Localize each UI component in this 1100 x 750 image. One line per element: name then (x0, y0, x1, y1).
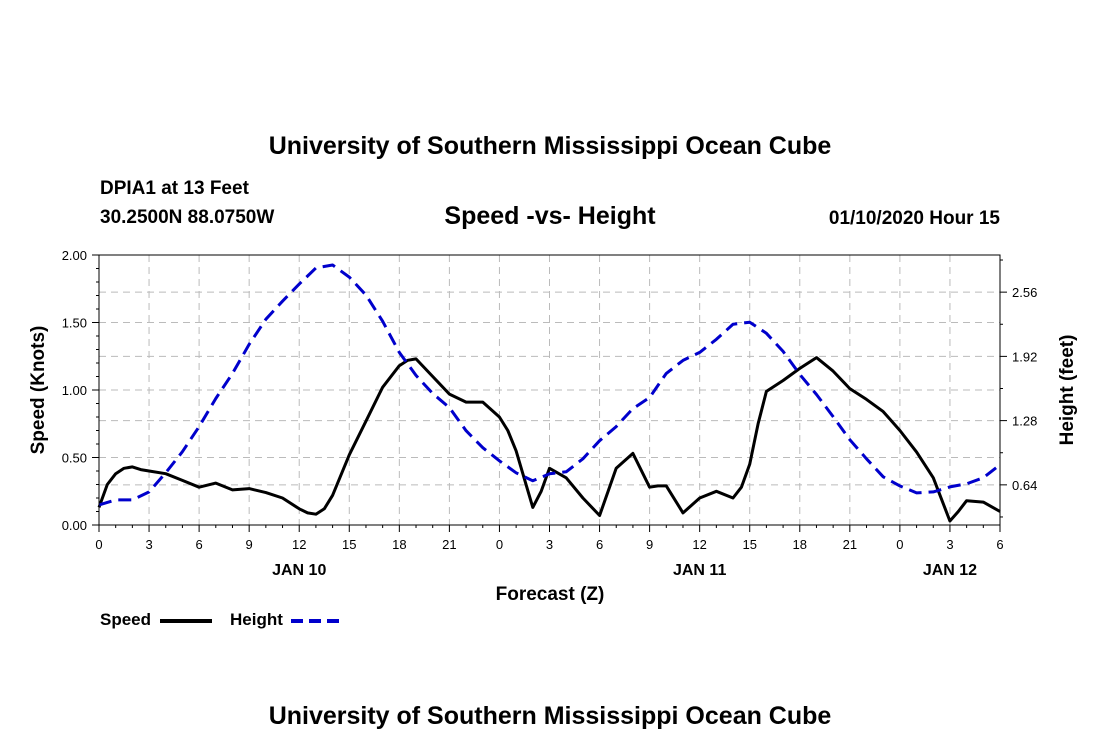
x-tick-label: 3 (546, 537, 553, 552)
station-label: DPIA1 at 13 Feet (100, 178, 250, 199)
y-tick-label: 0.50 (62, 451, 87, 466)
x-tick-label: 9 (246, 537, 253, 552)
x-tick-label: 12 (692, 537, 706, 552)
x-tick-label: 18 (392, 537, 406, 552)
x-tick-label: 0 (95, 537, 102, 552)
legend-label-speed: Speed (100, 610, 151, 629)
chart-title: Speed -vs- Height (444, 202, 656, 230)
legend-label-height: Height (230, 610, 283, 629)
x-tick-label: 21 (442, 537, 456, 552)
x-tick-label: 21 (843, 537, 857, 552)
y-tick-label: 1.50 (62, 316, 87, 331)
top-title: University of Southern Mississippi Ocean… (269, 132, 832, 160)
y2-tick-label: 0.64 (1012, 478, 1037, 493)
x-tick-label: 3 (946, 537, 953, 552)
x-tick-label: 0 (496, 537, 503, 552)
grid-lines (99, 255, 1000, 525)
bottom-title: University of Southern Mississippi Ocean… (269, 702, 832, 730)
series-line-height (98, 263, 1001, 507)
y2-tick-label: 1.28 (1012, 414, 1037, 429)
x-tick-label: 3 (145, 537, 152, 552)
x-tick-label: 6 (596, 537, 603, 552)
date-label: JAN 12 (923, 562, 977, 579)
x-tick-label: 6 (996, 537, 1003, 552)
y-tick-label: 0.00 (62, 518, 87, 533)
x-axis-title: Forecast (Z) (496, 584, 605, 605)
series-line-speed (97, 356, 1001, 523)
datetime-label: 01/10/2020 Hour 15 (829, 208, 1001, 229)
y2-tick-label: 2.56 (1012, 285, 1037, 300)
date-label: JAN 11 (673, 562, 726, 579)
x-tick-label: 12 (292, 537, 306, 552)
y2-axis-title: Height (feet) (1057, 335, 1078, 446)
date-label: JAN 10 (272, 562, 326, 579)
x-tick-label: 18 (793, 537, 807, 552)
x-tick-label: 6 (195, 537, 202, 552)
y-tick-label: 1.00 (62, 383, 87, 398)
coords-label: 30.2500N 88.0750W (100, 207, 274, 228)
y-tick-label: 2.00 (62, 248, 87, 263)
x-tick-label: 9 (646, 537, 653, 552)
y2-tick-label: 1.92 (1012, 349, 1037, 364)
axes: 0 3 6 9 12 15 18 21 0 3 6 9 12 15 18 21 0 3 6 JAN 10 JAN 11 J… (62, 248, 1038, 579)
series-lines (97, 263, 1001, 523)
x-tick-label: 15 (342, 537, 356, 552)
x-tick-label: 15 (742, 537, 756, 552)
y-axis-title: Speed (Knots) (28, 326, 49, 455)
x-tick-label: 0 (896, 537, 903, 552)
